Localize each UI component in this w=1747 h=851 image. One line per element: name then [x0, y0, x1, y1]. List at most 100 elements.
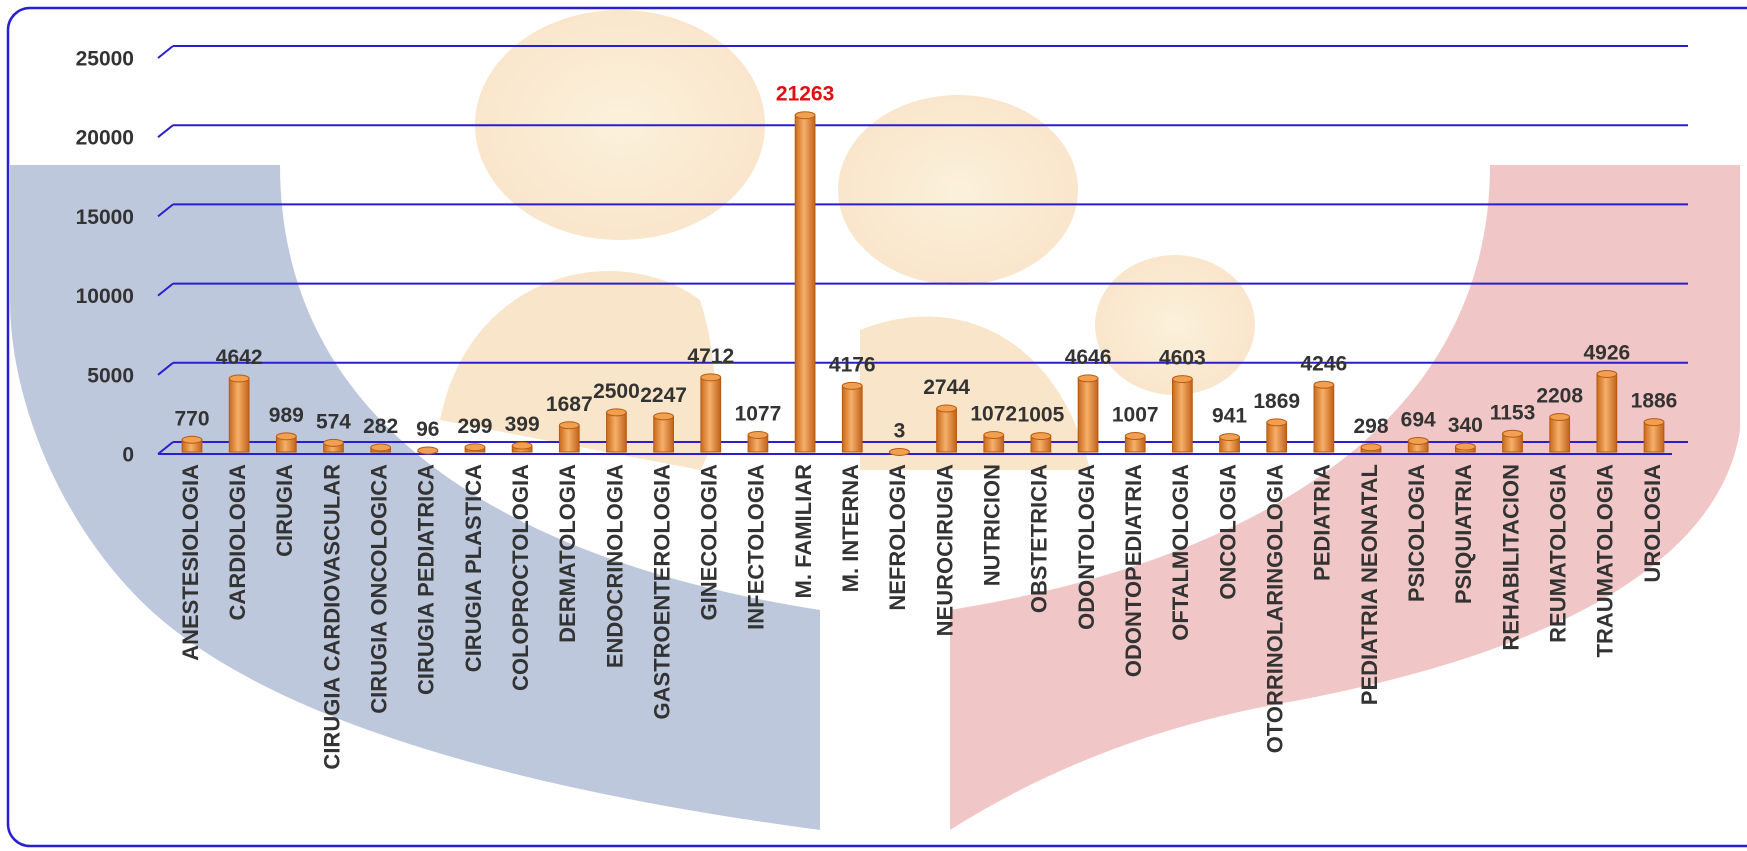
x-tick-label: ODONTOPEDIATRIA	[1121, 464, 1146, 677]
grid-line	[157, 124, 174, 138]
x-tick-label: M. INTERNA	[838, 464, 863, 592]
bar-top	[653, 412, 674, 421]
bar-top	[889, 447, 910, 456]
value-label: 4246	[1301, 352, 1348, 375]
x-tick-label: GINECOLOGIA	[697, 464, 722, 621]
bar-top	[1266, 418, 1288, 427]
x-tick-label: PSICOLOGIA	[1404, 464, 1429, 602]
bar-top	[323, 438, 344, 447]
value-label: 299	[457, 415, 492, 438]
bar-top	[936, 404, 957, 413]
x-tick-label: PEDIATRIA	[1310, 464, 1335, 581]
bar-top	[464, 443, 486, 452]
x-tick-label: NEUROCIRUGIA	[932, 464, 957, 636]
bar-top	[1124, 432, 1146, 441]
value-label: 1072	[970, 403, 1017, 426]
x-tick-label: OTORRINOLARINGOLOGIA	[1263, 464, 1288, 753]
x-tick-label: CIRUGIA PEDIATRICA	[414, 464, 439, 695]
bar-top	[1407, 437, 1429, 446]
bar-top	[1502, 429, 1523, 438]
value-label: 1869	[1253, 390, 1300, 413]
value-label: 21263	[776, 83, 834, 106]
bar	[700, 376, 722, 453]
value-label: 2208	[1536, 385, 1583, 408]
x-tick-label: ENDOCRINOLOGIA	[602, 464, 627, 668]
bar	[1596, 373, 1618, 453]
value-label: 96	[416, 418, 439, 441]
bar-top	[1030, 432, 1052, 441]
value-label: 2744	[923, 376, 970, 399]
value-label: 694	[1401, 409, 1436, 432]
bar-top	[417, 446, 439, 455]
bar	[606, 411, 627, 453]
x-tick-label: PSIQUIATRIA	[1451, 464, 1476, 604]
value-label: 3	[894, 419, 906, 442]
value-label: 4642	[216, 346, 263, 369]
bar-top	[1313, 380, 1335, 389]
value-label: 989	[269, 404, 304, 427]
bar	[1077, 377, 1099, 453]
grid-line	[157, 282, 174, 297]
x-tick-label: ONCOLOGIA	[1215, 464, 1240, 600]
value-label: 4646	[1065, 346, 1112, 369]
bar-top	[700, 373, 722, 382]
value-label: 4603	[1159, 347, 1206, 370]
y-tick-label: 10000	[76, 285, 134, 308]
value-label: 1687	[546, 393, 593, 416]
bar	[558, 424, 580, 453]
y-tick-label: 20000	[76, 127, 134, 150]
bar-top	[983, 431, 1005, 440]
x-tick-label: PEDIATRIA NEONATAL	[1357, 464, 1382, 705]
value-label: 1007	[1112, 404, 1159, 427]
value-label: 282	[363, 415, 398, 438]
value-label: 1077	[735, 402, 782, 425]
x-tick-label: COLOPROCTOLOGIA	[508, 464, 533, 691]
x-tick-label: CIRUGIA ONCOLOGICA	[366, 464, 391, 714]
bar	[1313, 384, 1335, 453]
y-tick-label: 25000	[76, 48, 134, 71]
bar-top	[1643, 418, 1665, 427]
bar-top	[181, 435, 203, 444]
value-label: 4176	[829, 353, 876, 376]
bar-top	[228, 374, 250, 383]
y-tick-label: 15000	[76, 206, 134, 229]
x-tick-label: ANESTESIOLOGIA	[178, 464, 203, 661]
grid-line	[157, 45, 174, 59]
x-tick-label: TRAUMATOLOGIA	[1593, 464, 1618, 658]
y-tick-label: 0	[122, 444, 134, 467]
bar-top	[606, 408, 627, 417]
y-tick-label: 5000	[87, 364, 134, 387]
value-label: 298	[1354, 415, 1389, 438]
value-label: 399	[505, 413, 540, 436]
x-tick-label: CIRUGIA PLASTICA	[461, 464, 486, 672]
bar-top	[1596, 369, 1618, 378]
x-tick-label: REUMATOLOGIA	[1545, 464, 1570, 643]
x-tick-label: OFTALMOLOGIA	[1168, 464, 1193, 641]
bar-top	[558, 421, 580, 430]
x-tick-label: UROLOGIA	[1640, 464, 1665, 583]
plot-area: 0 5000 10000 15000 20000 25000 ANESTESIOLOGIA 7…	[76, 45, 1688, 770]
grid-line	[157, 203, 174, 218]
bar	[1643, 421, 1665, 453]
bar	[228, 377, 250, 453]
value-label: 1153	[1490, 401, 1536, 424]
bar-top	[370, 443, 392, 452]
bar-top	[747, 430, 769, 439]
value-label: 1886	[1631, 390, 1678, 413]
grid-line	[157, 441, 174, 455]
x-tick-label: INFECTOLOGIA	[744, 464, 769, 630]
bar	[1266, 421, 1288, 453]
value-label: 574	[316, 410, 351, 433]
bar-top	[1360, 443, 1382, 452]
bar-top	[1549, 413, 1571, 422]
x-tick-label: ODONTOLOGIA	[1074, 464, 1099, 630]
x-tick-label: CARDIOLOGIA	[225, 464, 250, 621]
x-tick-label: CIRUGIA	[272, 464, 297, 557]
x-tick-label: NUTRICION	[980, 464, 1005, 586]
value-label: 4926	[1583, 342, 1630, 365]
value-label: 2247	[640, 384, 687, 407]
bar-top	[275, 432, 297, 441]
bar	[1172, 378, 1193, 453]
bar-top	[1219, 433, 1240, 442]
x-tick-label: DERMATOLOGIA	[555, 464, 580, 643]
